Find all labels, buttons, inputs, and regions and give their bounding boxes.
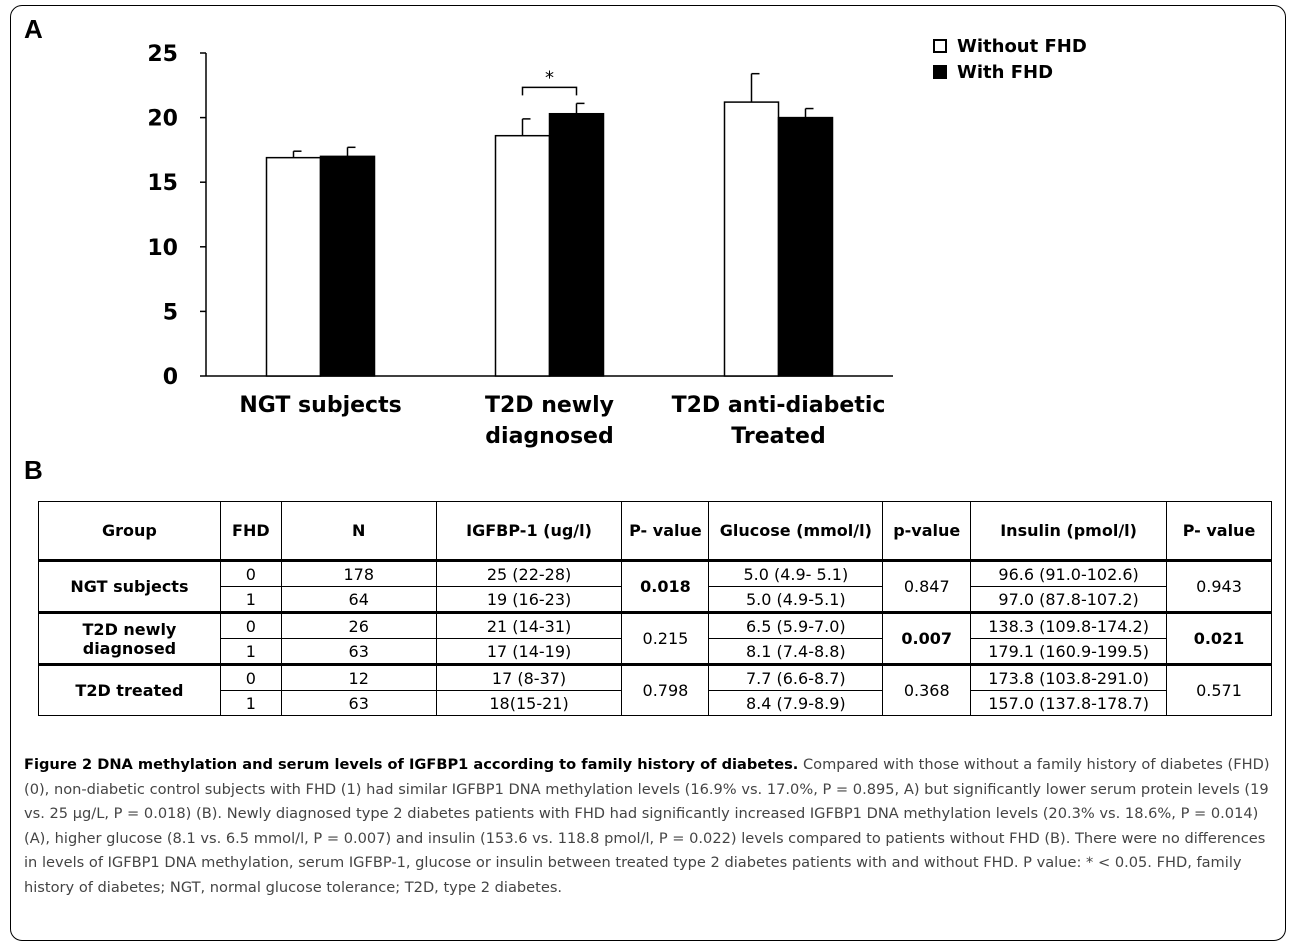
significance-star: * [545, 67, 554, 88]
x-tick-label: T2D anti-diabetic Treated [672, 393, 886, 449]
significance-bracket [521, 86, 578, 96]
cell-glucose: 7.7 (6.6-8.7) [708, 663, 884, 691]
cell-fhd: 0 [219, 611, 282, 639]
cell-fhd: 0 [219, 663, 282, 691]
caption-body: Compared with those without a family his… [24, 756, 1270, 896]
header-group: Group [38, 501, 221, 562]
table-row: 1 64 19 (16-23) 5.0 (4.9-5.1) 97.0 (87.8-107… [39, 586, 1272, 613]
y-tick-label: 25 [147, 42, 178, 67]
x-tick-label-line: NGT subjects [239, 393, 401, 418]
y-tick-label: 20 [147, 107, 178, 132]
table-header-row: Group FHD N IGFBP-1 (ug/l) P- value Gluc… [38, 501, 1272, 562]
cell-igfbp: 19 (16-23) [435, 586, 623, 613]
header-insulin: Insulin (pmol/l) [970, 501, 1167, 562]
panel-b-label: B [24, 455, 43, 485]
caption-title: Figure 2 DNA methylation and serum level… [24, 756, 799, 773]
y-tick-label: 5 [163, 300, 178, 325]
cell-p-glucose: 0.847 [882, 559, 972, 613]
cell-igfbp: 18(15-21) [435, 690, 623, 716]
figure-frame [10, 5, 1286, 941]
header-p-igfbp: P- value [621, 501, 710, 562]
cell-glucose: 5.0 (4.9-5.1) [708, 586, 884, 613]
cell-igfbp: 25 (22-28) [435, 559, 623, 587]
cell-igfbp: 21 (14-31) [435, 611, 623, 639]
x-tick-label-line: diagnosed [485, 424, 613, 449]
table-body: NGT subjects 0 178 25 (22-28) 0.018 5.0 (4.9-… [38, 559, 1272, 716]
panel-a-label: A [24, 14, 43, 44]
cell-group-name: NGT subjects [38, 559, 221, 613]
y-tick-label: 15 [147, 171, 178, 196]
cell-fhd: 0 [219, 559, 282, 587]
cell-p-glucose: 0.007 [882, 611, 972, 665]
header-fhd: FHD [219, 501, 282, 562]
bar-without-fhd [265, 156, 322, 377]
bar-chart: 0 5 10 15 20 25 NGT subjects T2D newly diagnosed… [147, 42, 893, 449]
cell-p-igfbp: 0.215 [621, 611, 710, 665]
cell-p-igfbp: 0.798 [621, 663, 710, 716]
cell-group-name: T2D newly diagnosed [38, 611, 221, 665]
legend-swatch-with-fhd [933, 65, 947, 79]
bar-without-fhd [494, 134, 551, 377]
bar-with-fhd [777, 116, 834, 377]
cell-glucose: 8.1 (7.4-8.8) [708, 638, 884, 665]
cell-n: 64 [280, 586, 437, 613]
legend-label-with-fhd: With FHD [957, 61, 1054, 83]
cell-p-igfbp: 0.018 [621, 559, 710, 613]
table-row: 1 63 17 (14-19) 8.1 (7.4-8.8) 179.1 (160.9-1… [39, 638, 1272, 665]
table-row: T2D treated 0 12 17 (8-37) 0.798 7.7 (6.6-8.7… [38, 663, 1272, 716]
legend-item-with-fhd: With FHD [933, 59, 1087, 85]
legend-swatch-without-fhd [933, 39, 947, 53]
cell-insulin: 173.8 (103.8-291.0) [970, 663, 1167, 691]
cell-n: 63 [280, 638, 437, 665]
cell-n: 26 [280, 611, 437, 639]
table-row: NGT subjects 0 178 25 (22-28) 0.018 5.0 (4.9-… [38, 559, 1272, 613]
legend-item-without-fhd: Without FHD [933, 33, 1087, 59]
cell-insulin: 97.0 (87.8-107.2) [970, 586, 1167, 613]
cell-p-insulin: 0.943 [1166, 559, 1272, 613]
cell-fhd: 1 [219, 690, 282, 716]
cell-p-insulin: 0.571 [1166, 663, 1272, 716]
header-n: N [280, 501, 437, 562]
cell-glucose: 8.4 (7.9-8.9) [708, 690, 884, 716]
header-p-insulin: P- value [1166, 501, 1272, 562]
y-tick-label: 10 [147, 236, 178, 261]
cell-insulin: 157.0 (137.8-178.7) [970, 690, 1167, 716]
cell-insulin: 179.1 (160.9-199.5) [970, 638, 1167, 665]
chart-legend: Without FHD With FHD [933, 33, 1087, 85]
cell-glucose: 5.0 (4.9- 5.1) [708, 559, 884, 587]
table-row: T2D newly diagnosed 0 26 21 (14-31) 0.215 6.5 … [38, 611, 1272, 665]
cell-p-insulin: 0.021 [1166, 611, 1272, 665]
bar-with-fhd [548, 112, 605, 377]
results-table: Group FHD N IGFBP-1 (ug/l) P- value Gluc… [38, 501, 1272, 716]
x-tick-label-line: Treated [731, 424, 825, 449]
cell-p-glucose: 0.368 [882, 663, 972, 716]
cell-glucose: 6.5 (5.9-7.0) [708, 611, 884, 639]
header-p-glucose: p-value [882, 501, 972, 562]
table-row: 1 63 18(15-21) 8.4 (7.9-8.9) 157.0 (137.8-17… [39, 690, 1272, 716]
cell-igfbp: 17 (8-37) [435, 663, 623, 691]
y-tick-label: 0 [163, 365, 178, 390]
results-table-container: Group FHD N IGFBP-1 (ug/l) P- value Gluc… [38, 501, 1272, 716]
cell-group-name: T2D treated [38, 663, 221, 716]
x-tick-label: NGT subjects [239, 393, 401, 418]
cell-n: 178 [280, 559, 437, 587]
x-tick-label-line: T2D newly [485, 393, 614, 418]
header-glucose: Glucose (mmol/l) [708, 501, 884, 562]
figure-caption: Figure 2 DNA methylation and serum level… [24, 753, 1272, 900]
cell-fhd: 1 [219, 586, 282, 613]
cell-fhd: 1 [219, 638, 282, 665]
cell-n: 63 [280, 690, 437, 716]
cell-n: 12 [280, 663, 437, 691]
x-tick-label: T2D newly diagnosed [485, 393, 614, 449]
bar-without-fhd [723, 101, 780, 377]
x-tick-label-line: T2D anti-diabetic [672, 393, 886, 418]
cell-insulin: 138.3 (109.8-174.2) [970, 611, 1167, 639]
cell-insulin: 96.6 (91.0-102.6) [970, 559, 1167, 587]
header-igfbp: IGFBP-1 (ug/l) [435, 501, 623, 562]
legend-label-without-fhd: Without FHD [957, 35, 1087, 57]
cell-igfbp: 17 (14-19) [435, 638, 623, 665]
bar-with-fhd [319, 155, 376, 377]
